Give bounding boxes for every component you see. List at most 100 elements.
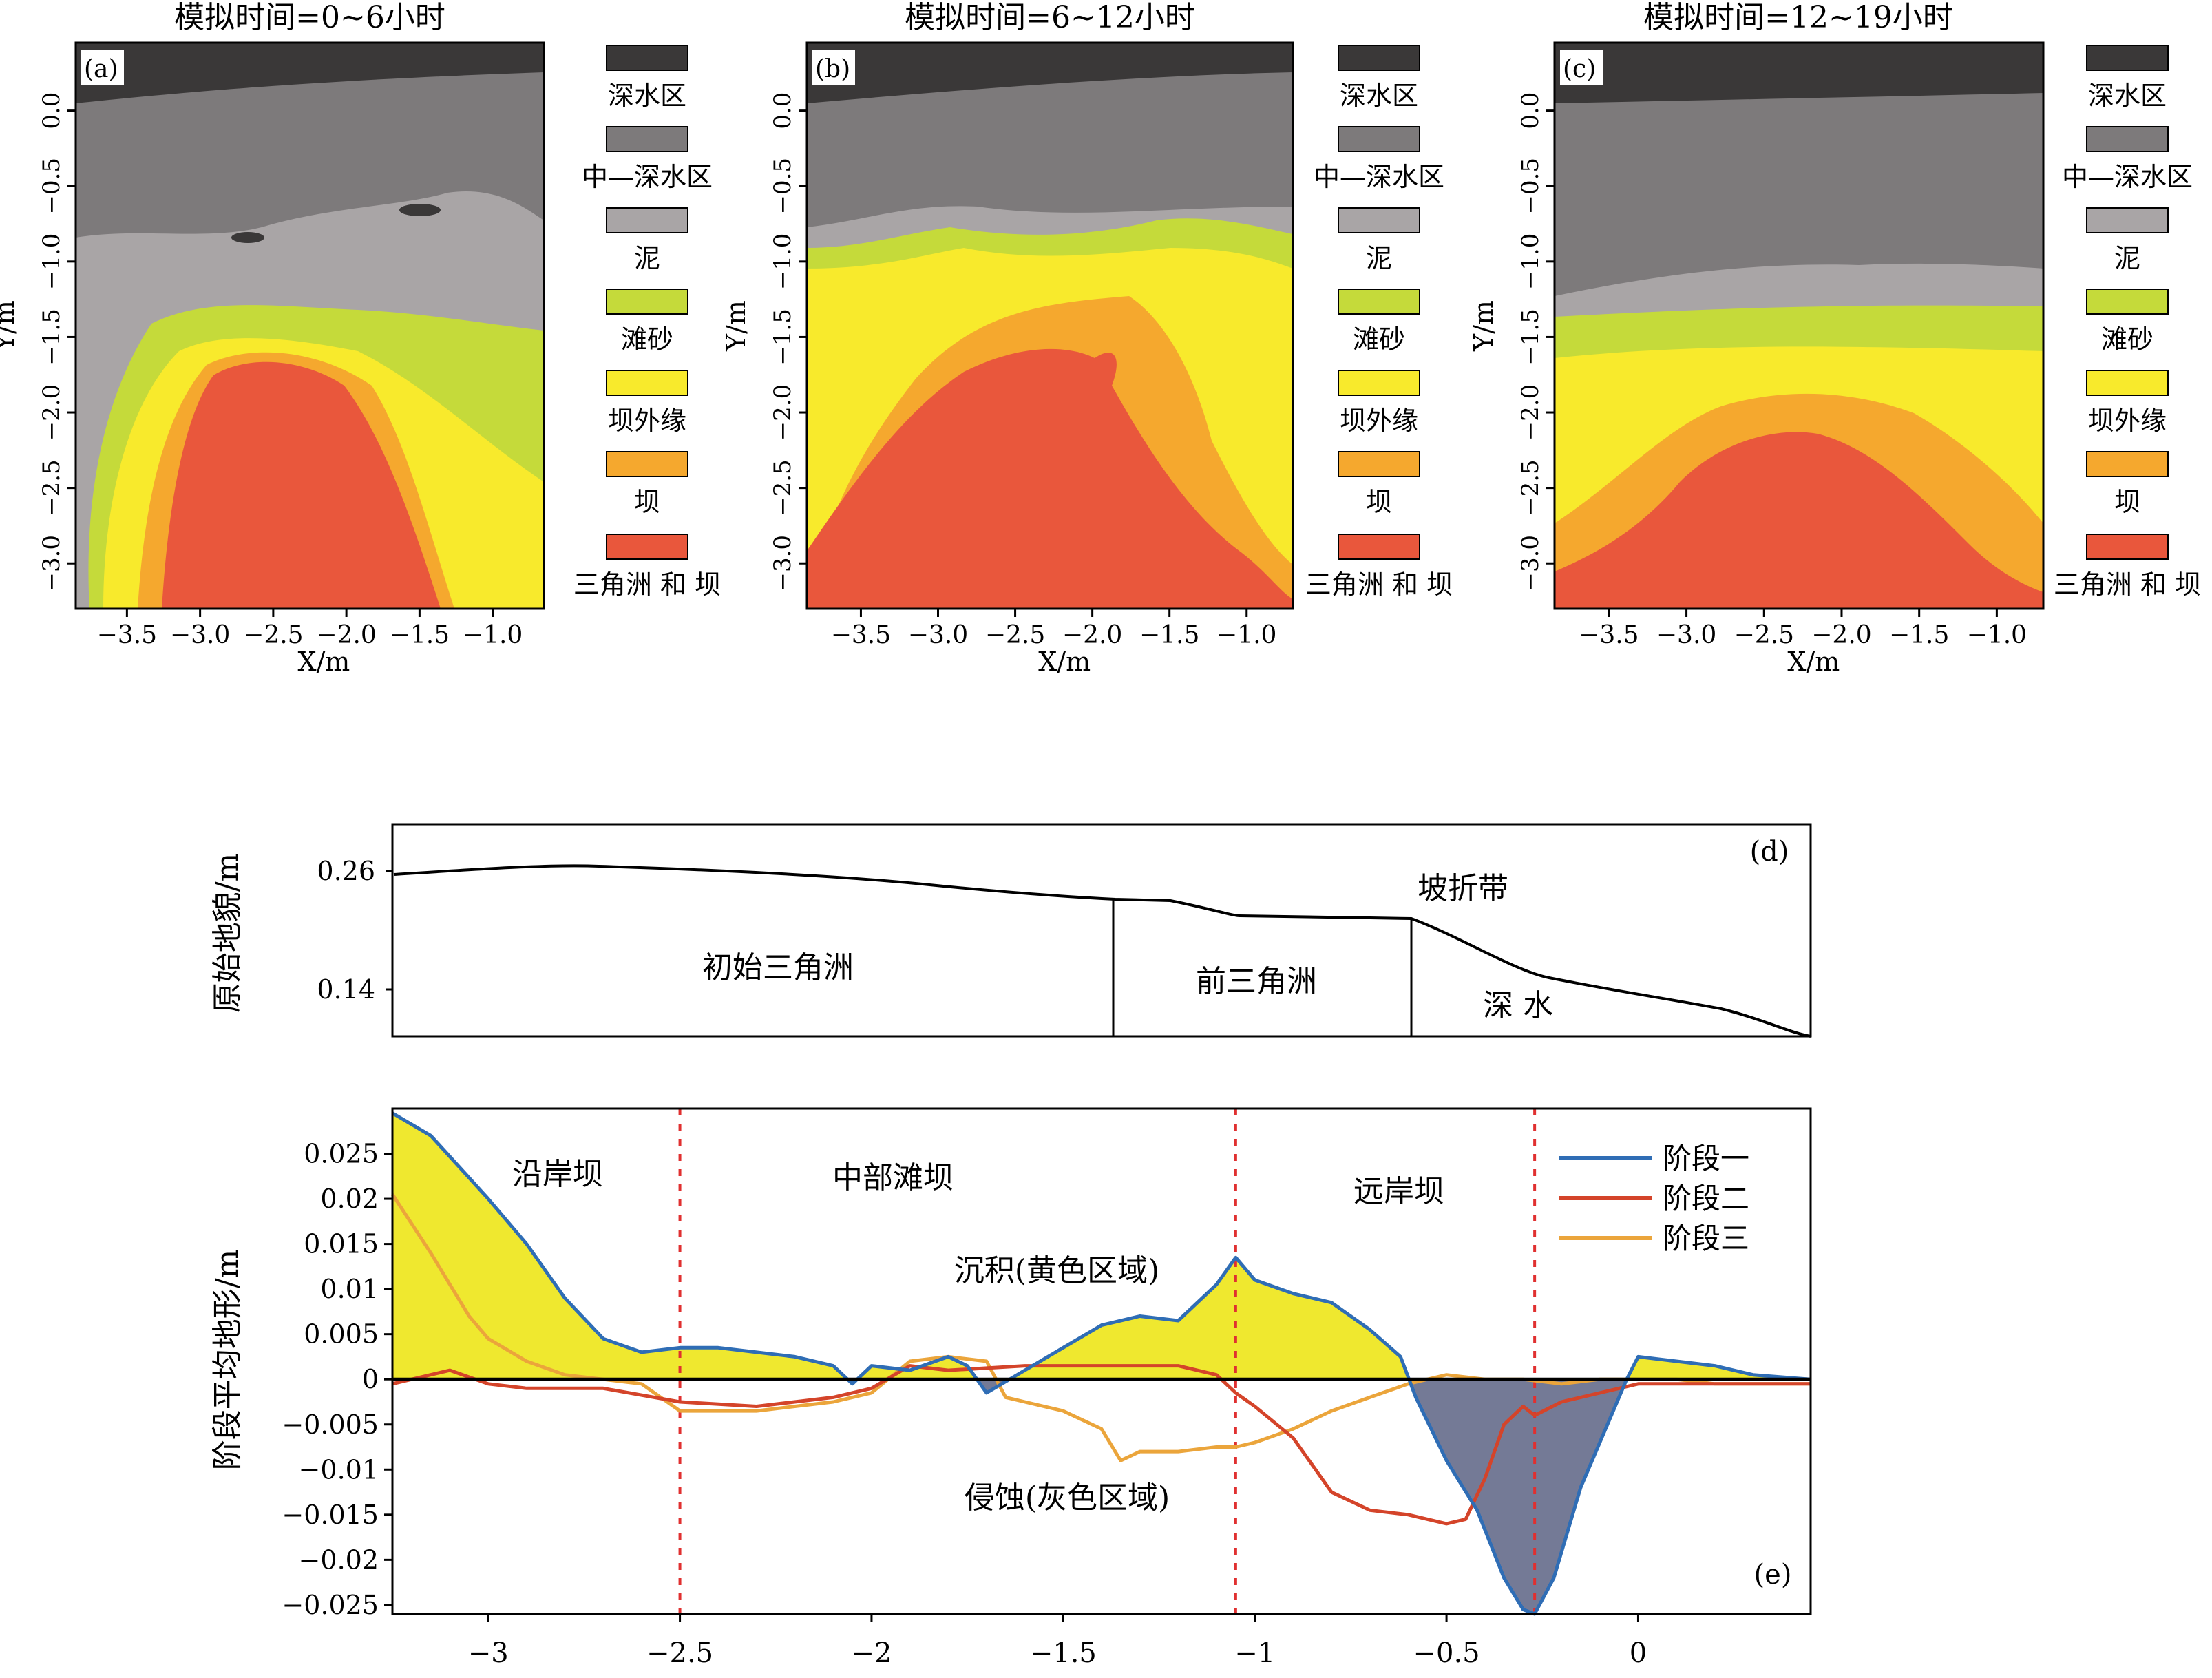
profile-ytick-2: 0.14 [317,974,375,1005]
map-a-xtick-label: −1.0 [463,621,523,649]
legend-swatch [2086,534,2169,560]
series-line-1 [391,1111,1811,1616]
chart-ylabel: 阶段平均地形/m [210,1250,245,1471]
map-a-xlabel: X/m [297,647,350,677]
chart-xtick-label: 0 [1630,1637,1647,1669]
map-c-ytick-label: −3.0 [1517,535,1544,592]
map-c-ytick-label: −2.0 [1517,384,1544,441]
legend-label: 三角洲 和 坝 [573,569,721,600]
chart-axes: 0.025 0.02 0.015 0.01 0.005 0 −0.005 −0.01 −0.01… [282,1139,1647,1669]
chart-xtick-label: −3 [468,1637,509,1669]
facies-map-b [807,43,1293,609]
map-a-ytick-label: −2.0 [38,384,65,441]
map-panel-c: 模拟时间=12~19小时 (c) [1553,0,2045,610]
map-axes: −3.5 −3.0 −2.5 −2.0 −1.5 −1.00.0−0.5−1.0−1.5−… [0,92,2027,677]
map-a-xtick-label: −1.5 [390,621,450,649]
legend-label: 坝外缘 [1340,406,1418,436]
map-title-b: 模拟时间=6~12小时 [905,0,1195,35]
chart-zone-1: 沿岸坝 [512,1157,603,1192]
map-c-ytick-label: 0.0 [1517,92,1544,129]
chart-zone-2: 中部滩坝 [832,1160,954,1195]
legend-swatch [1338,370,1420,396]
legend-swatch [2086,289,2169,315]
legend-label: 滩砂 [1353,324,1405,355]
profile-ytick-1: 0.26 [317,856,375,886]
map-a-ytick-label: −3.0 [38,535,65,592]
deposition-area [392,1113,1811,1380]
panel-label-b: (b) [815,55,850,83]
legend-label: 中—深水区 [582,162,713,192]
chart-ytick-label: −0.02 [299,1544,379,1575]
map-c-ylabel: Y/m [1468,300,1499,352]
map-b-xtick-label: −1.0 [1216,621,1276,649]
map-a-ytick-label: 0.0 [38,92,65,129]
map-c-xtick-label: −1.5 [1889,621,1949,649]
chart-ytick-label: −0.01 [299,1454,379,1485]
map-panel-b: 模拟时间=6~12小时 (b) [805,0,1294,610]
legend-label: 泥 [1366,243,1392,273]
map-title-c: 模拟时间=12~19小时 [1643,0,1953,35]
legend-swatch [1338,45,1420,71]
legend-label: 深水区 [1340,81,1418,111]
panel-label-a: (a) [84,55,118,83]
panel-label-e: (e) [1754,1559,1792,1591]
map-title-a: 模拟时间=0~6小时 [174,0,445,35]
legend-series-label: 阶段三 [1663,1221,1749,1255]
panel-label-d: (d) [1750,836,1789,868]
legend-swatch [2086,370,2169,396]
chart-ytick-label: 0.015 [304,1229,379,1259]
map-b-ytick-label: −0.5 [769,158,797,215]
map-a-ytick-label: −1.5 [38,308,65,366]
map-b-xlabel: X/m [1038,647,1091,677]
legend-swatch [2086,451,2169,477]
map-a-ytick-label: −1.0 [38,233,65,291]
legend-label: 深水区 [2088,81,2167,111]
map-c-xtick-label: −3.5 [1579,621,1639,649]
map-c-xlabel: X/m [1787,647,1840,677]
map-c-ytick-label: −1.0 [1517,233,1544,291]
chart-ytick-label: 0.005 [304,1319,379,1350]
legend-swatch [2086,207,2169,233]
map-b-ytick-label: 0.0 [769,92,797,129]
map-b-ytick-label: −1.5 [769,308,797,366]
map-b-xtick-label: −3.5 [831,621,891,649]
legend-swatch [606,451,688,477]
map-a-ytick-label: −0.5 [38,158,65,215]
map-c-xtick-label: −1.0 [1967,621,2027,649]
erosion-annotation: 侵蚀(灰色区域) [965,1480,1170,1516]
chart-ytick-label: 0.01 [320,1274,379,1304]
profile-ylabel: 原始地貌/m [210,853,245,1014]
chart-xtick-label: −2 [851,1637,892,1669]
map-b-xtick-label: −2.0 [1062,621,1122,649]
map-b-xtick-label: −1.5 [1139,621,1199,649]
legend-label: 坝 [634,487,660,517]
legend-swatch [606,370,688,396]
stage-chart-e: 0.025 0.02 0.015 0.01 0.005 0 −0.005 −0.01 −0.01… [210,1107,1812,1669]
chart-ytick-label: 0 [362,1364,379,1394]
legend-series-label: 阶段二 [1663,1182,1749,1215]
legend-label: 中—深水区 [1314,162,1444,192]
chart-xtick-label: −2.5 [646,1637,713,1669]
legend-series-label: 阶段一 [1663,1142,1749,1175]
map-b-ylabel: Y/m [721,300,751,352]
chart-ytick-label: 0.025 [304,1139,379,1169]
legend-swatch [606,126,688,152]
legend-label: 滩砂 [621,324,673,355]
map-a-xtick-label: −2.5 [243,621,303,649]
legend-label: 深水区 [608,81,686,111]
legend-label: 中—深水区 [2062,162,2193,192]
map-a-xtick-label: −3.0 [170,621,230,649]
profile-panel-d: 0.26 0.14 原始地貌/m 初始三角洲 前三角洲 深 水 坡折带 (d) [210,823,1812,1038]
legend-label: 三角洲 和 坝 [2054,569,2201,600]
profile-zone-2: 前三角洲 [1196,964,1317,999]
legend-label: 泥 [634,243,660,273]
map-c-xtick-label: −2.0 [1811,621,1871,649]
legend-swatch [1338,451,1420,477]
panel-label-c: (c) [1563,55,1596,83]
facies-map-a [76,43,544,609]
map-c-ytick-label: −2.5 [1517,459,1544,516]
profile-zone-3: 深 水 [1483,988,1553,1023]
legend-swatch [2086,45,2169,71]
